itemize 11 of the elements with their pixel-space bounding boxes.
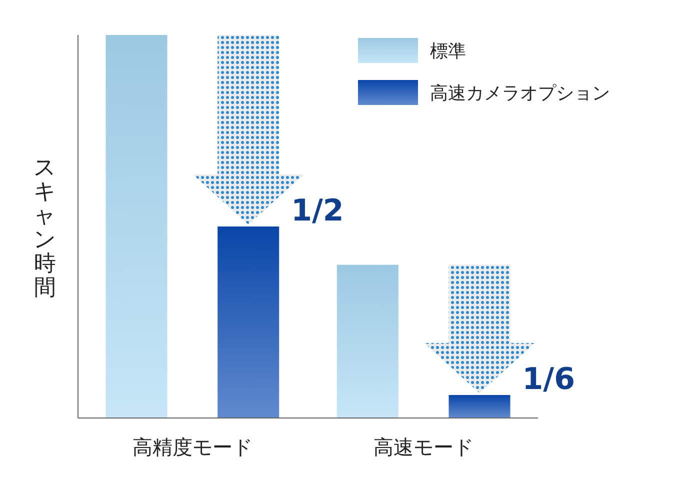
x-tick-label: 高速モード xyxy=(374,435,474,459)
bar xyxy=(448,395,510,418)
x-tick-label: 高精度モード xyxy=(132,435,252,459)
y-axis-title: スキャン時間 xyxy=(34,156,56,300)
bar xyxy=(106,35,168,418)
legend-label: 標準 xyxy=(430,41,466,62)
legend-label: 高速カメラオプション xyxy=(430,83,610,104)
bar xyxy=(218,226,280,418)
annotation: 1/2 xyxy=(291,194,344,228)
bar xyxy=(336,264,398,418)
annotation: 1/6 xyxy=(522,362,575,398)
